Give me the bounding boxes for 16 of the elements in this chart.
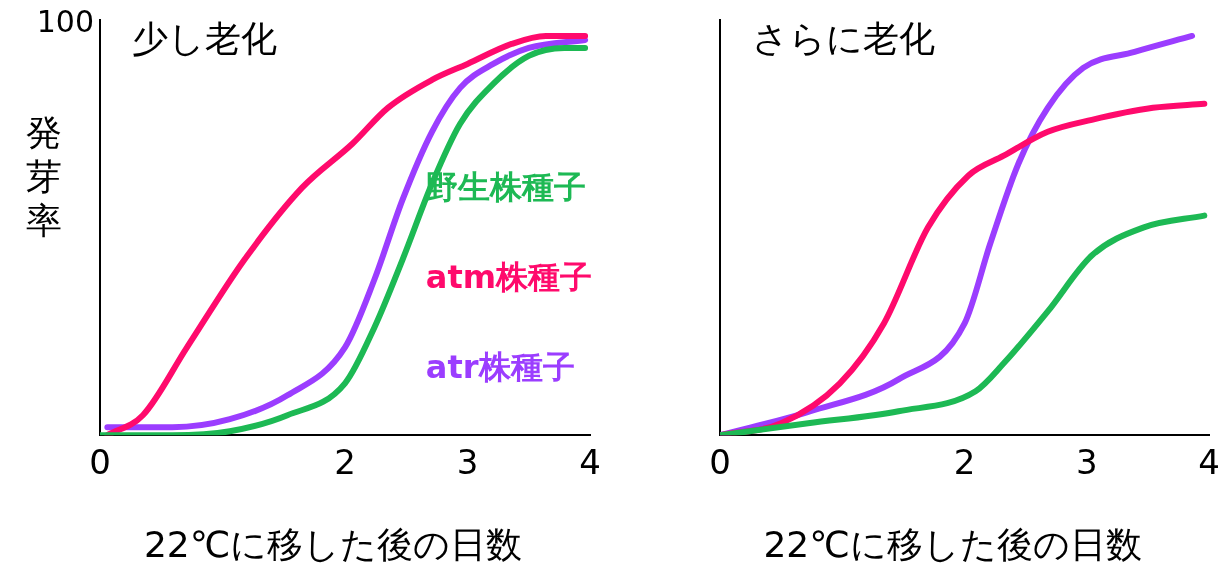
text: 100 bbox=[36, 3, 94, 39]
x-tick-label: 4 bbox=[579, 442, 601, 483]
x-tick-label: 3 bbox=[1076, 442, 1098, 483]
y-axis-title: 発芽率 bbox=[26, 112, 62, 242]
x-axis-title: 22℃に移した後の日数 bbox=[763, 524, 1142, 566]
text: atm株種子 bbox=[425, 258, 593, 297]
x-tick-label: 0 bbox=[89, 442, 111, 483]
x-tick-label: 2 bbox=[334, 442, 356, 483]
x-tick-label: 4 bbox=[1198, 442, 1220, 483]
chart-title: さらに老化 bbox=[752, 18, 935, 60]
chart-title: 少し老化 bbox=[132, 18, 277, 60]
text: atr株種子 bbox=[425, 348, 575, 387]
x-axis-title: 22℃に移した後の日数 bbox=[143, 524, 523, 566]
x-tick-label: 2 bbox=[953, 442, 976, 483]
x-tick-label: 0 bbox=[709, 442, 731, 483]
x-tick-label: 3 bbox=[456, 442, 479, 483]
